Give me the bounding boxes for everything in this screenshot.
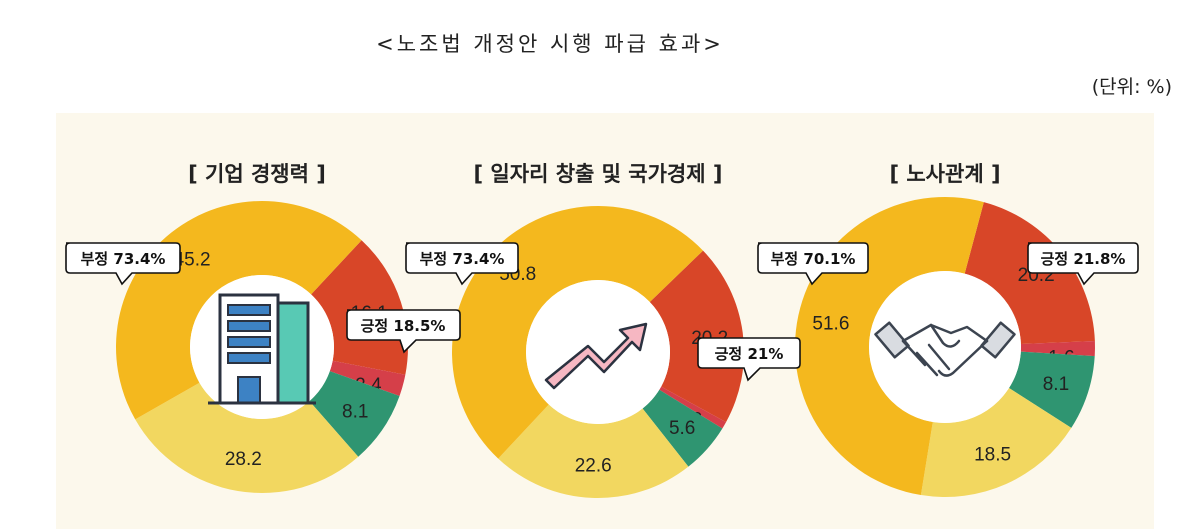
chart-title-jobs-economy: [ 일자리 창출 및 국가경제 ] [473, 162, 723, 186]
callout-negative-2: 부정 73.4% [405, 242, 519, 286]
donut-2-label-3: 5.6 [669, 418, 695, 439]
callout-negative-3-text: 부정 70.1% [771, 250, 856, 268]
rising-arrow-icon [544, 322, 648, 390]
donut-2-segment-3 [642, 389, 723, 467]
donut-3-label-5: 51.6 [812, 313, 849, 334]
donut-3-hole [869, 271, 1021, 423]
donut-2-segment-1 [649, 250, 745, 423]
callout-positive-3-text: 긍정 21.8% [1041, 250, 1126, 268]
donut-3-segment-4 [920, 387, 1072, 497]
unit-label: (단위: %) [1091, 76, 1172, 98]
donut-2-segment-2 [659, 386, 727, 429]
callout-negative-3: 부정 70.1% [757, 242, 869, 286]
handshake-icon [874, 321, 1016, 377]
chart-title-labor-relations: [ 노사관계 ] [889, 162, 1001, 186]
donut-1-segment-2 [329, 360, 406, 396]
chart-title-corporate-competitiveness: [ 기업 경쟁력 ] [188, 162, 326, 186]
donut-1-label-4: 28.2 [225, 449, 262, 470]
callout-negative-2-text: 부정 73.4% [420, 250, 505, 268]
donut-3-label-3: 8.1 [1043, 374, 1069, 395]
callout-positive-1: 긍정 18.5% [346, 309, 461, 354]
callout-positive-1-text: 긍정 18.5% [361, 317, 446, 335]
donut-labor-relations: 20.21.68.118.551.6 [795, 197, 1095, 497]
donut-1-label-5: 45.2 [174, 250, 211, 271]
donut-2-hole [526, 280, 670, 424]
donut-3-label-4: 18.5 [974, 445, 1011, 466]
donut-2-segment-4 [498, 404, 689, 498]
donut-1-segment-3 [309, 371, 400, 457]
donut-1-segment-1 [311, 240, 408, 375]
callout-positive-2: 긍정 21% [697, 337, 801, 382]
building-icon [208, 293, 316, 405]
callout-positive-2-text: 긍정 21% [715, 345, 784, 363]
donut-3-segment-2 [1020, 341, 1095, 357]
main-title: <노조법 개정안 시행 파급 효과> [376, 32, 724, 56]
donut-1-segment-4 [135, 382, 359, 493]
donut-1-label-3: 8.1 [342, 401, 368, 422]
callout-negative-1-text: 부정 73.4% [81, 250, 166, 268]
donut-3-segment-3 [1008, 351, 1095, 428]
callout-negative-1: 부정 73.4% [65, 242, 181, 286]
callout-positive-3: 긍정 21.8% [1027, 242, 1139, 286]
donut-2-label-4: 22.6 [575, 456, 612, 477]
